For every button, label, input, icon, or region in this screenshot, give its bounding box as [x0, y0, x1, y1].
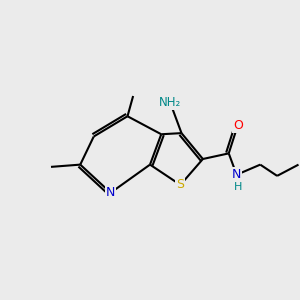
Text: O: O — [233, 119, 243, 132]
Text: H: H — [234, 182, 242, 192]
Text: N: N — [106, 186, 115, 199]
Text: N: N — [232, 168, 241, 181]
Text: NH₂: NH₂ — [159, 96, 182, 109]
Text: S: S — [176, 178, 184, 191]
